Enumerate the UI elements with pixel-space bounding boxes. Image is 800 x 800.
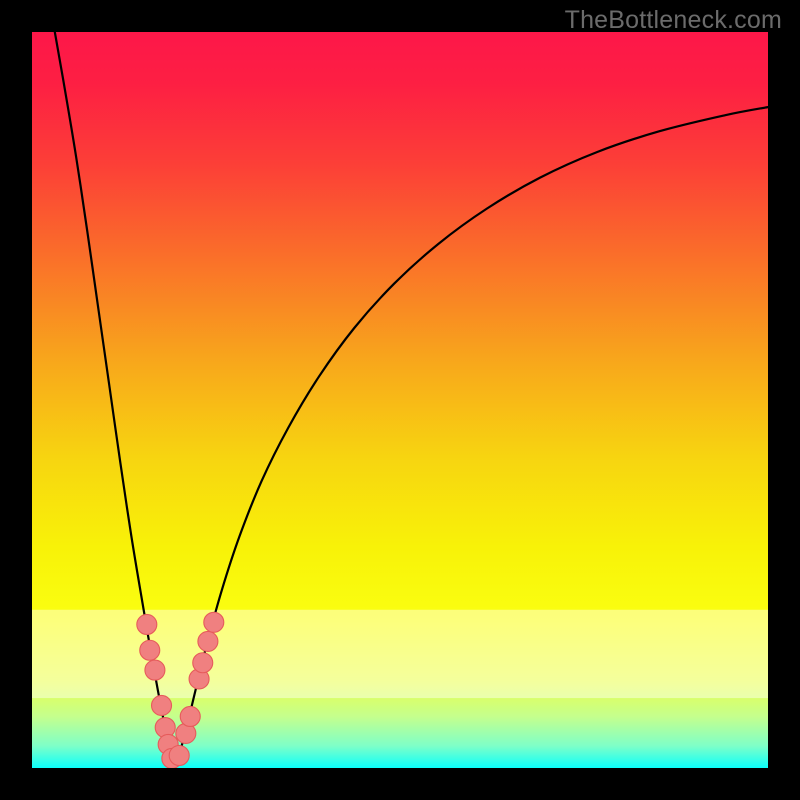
data-marker: [198, 631, 218, 651]
data-marker: [152, 695, 172, 715]
data-marker: [180, 706, 200, 726]
data-marker: [137, 614, 157, 634]
data-marker: [169, 745, 189, 765]
data-marker: [145, 660, 165, 680]
plot-area: [32, 32, 768, 768]
data-marker: [193, 653, 213, 673]
frame: TheBottleneck.com: [0, 0, 800, 800]
chart-svg: [32, 32, 768, 768]
data-marker: [204, 612, 224, 632]
data-marker: [140, 640, 160, 660]
watermark-text: TheBottleneck.com: [565, 6, 782, 35]
